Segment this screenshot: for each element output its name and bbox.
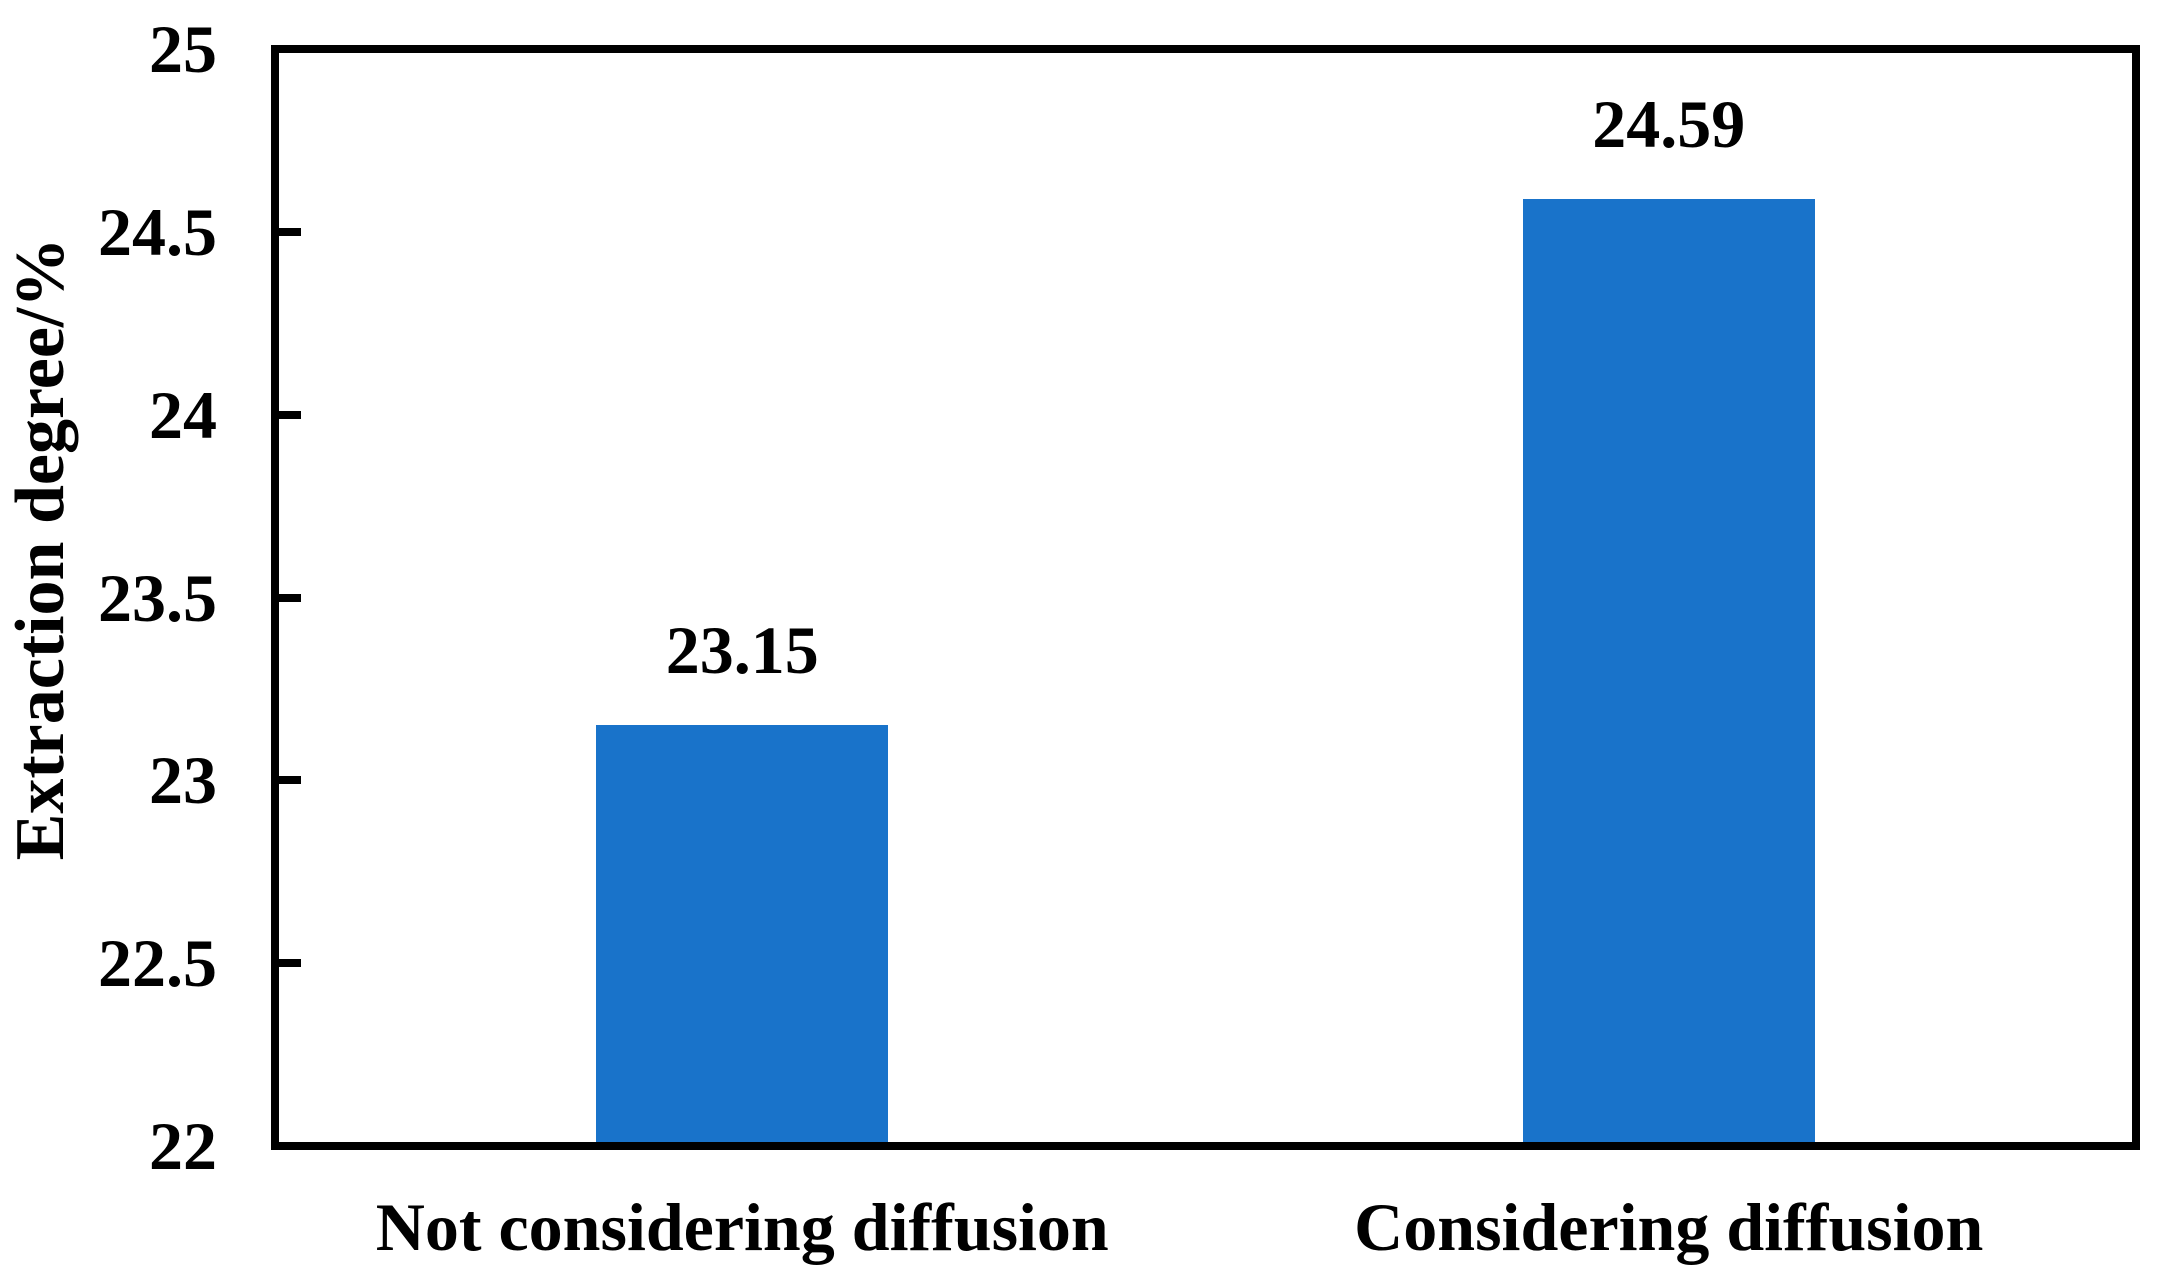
y-tick-label: 24.5 — [98, 193, 217, 270]
y-tick-mark — [279, 776, 301, 785]
bar — [1522, 198, 1815, 1142]
y-tick-label: 22 — [149, 1108, 217, 1184]
y-tick-label: 23 — [149, 742, 217, 819]
y-tick-mark — [279, 227, 301, 236]
y-tick-mark — [279, 410, 301, 419]
y-tick-mark — [279, 593, 301, 602]
y-tick-label: 25 — [149, 11, 217, 87]
x-category-label: Not considering diffusion — [375, 1189, 1109, 1265]
y-tick-label: 23.5 — [98, 559, 217, 636]
bar-value-label: 23.15 — [665, 612, 819, 689]
bar-value-label: 24.59 — [1592, 85, 1746, 162]
x-category-label: Considering diffusion — [1354, 1189, 1984, 1265]
y-tick-label: 22.5 — [98, 925, 217, 1002]
bar — [596, 725, 889, 1142]
y-tick-mark — [279, 959, 301, 968]
plot-area — [271, 45, 2140, 1150]
y-tick-label: 24 — [149, 376, 217, 453]
